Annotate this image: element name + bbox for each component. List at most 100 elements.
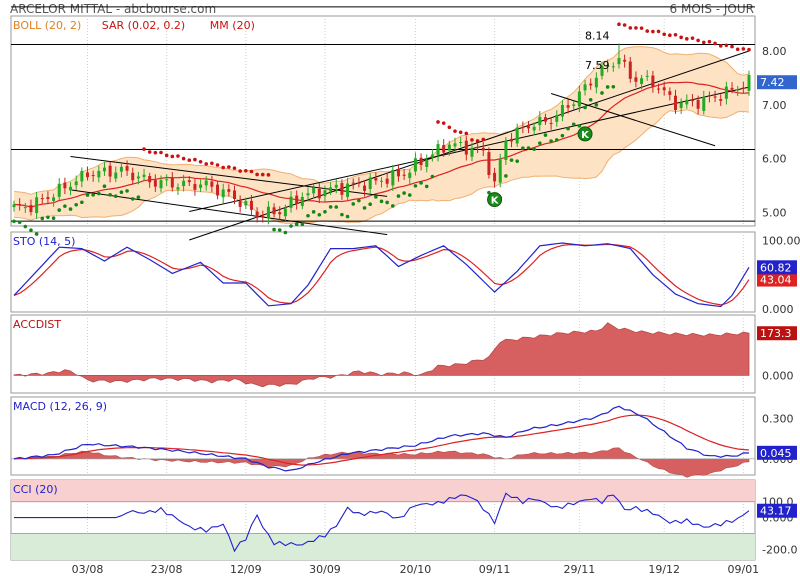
sar-dot <box>227 165 231 169</box>
sar-dot <box>458 130 463 135</box>
candle-body <box>216 184 220 196</box>
candle-body <box>238 201 242 207</box>
sar-dot <box>424 184 429 189</box>
sto-last-d: 43.04 <box>760 274 792 287</box>
candle-body <box>527 126 530 129</box>
sar-dot <box>368 202 372 206</box>
candle-body <box>555 115 559 122</box>
candles <box>12 43 751 225</box>
sto-k-line <box>13 242 750 308</box>
x-tick-label: 09/11 <box>479 563 511 576</box>
sar-dot <box>628 26 633 30</box>
sar-dot <box>12 219 16 224</box>
sar-dot <box>193 157 197 162</box>
chart-title: ARCELOR MITTAL - abcbourse.com <box>10 2 217 16</box>
accdist-area <box>13 322 750 388</box>
bollinger-lower <box>13 109 750 224</box>
candle-body <box>436 144 440 156</box>
candle-body <box>730 87 734 90</box>
candle-body <box>182 180 186 187</box>
sar-dot <box>481 137 486 142</box>
sar-dot <box>221 165 225 170</box>
y-tick-label: 100.00 <box>762 234 800 247</box>
legend-item: BOLL (20, 2) <box>13 19 81 32</box>
candle-body <box>125 165 129 171</box>
sar-dot <box>735 47 740 52</box>
sar-dot <box>656 29 661 34</box>
candle-body <box>464 140 468 155</box>
sar-dot <box>673 32 678 37</box>
candle-body <box>402 174 406 176</box>
sar-dot <box>385 200 389 205</box>
sar-dot <box>617 22 621 27</box>
candle-body <box>57 183 61 197</box>
candle-body <box>80 170 84 182</box>
sar-dot <box>713 41 717 46</box>
sar-dot <box>113 194 118 198</box>
sar-dot <box>46 215 50 220</box>
macd-last-value: 0.045 <box>760 447 792 460</box>
candle-body <box>628 61 632 79</box>
sar-dot <box>583 105 587 110</box>
candle-body <box>244 201 248 206</box>
sar-dot <box>142 147 146 151</box>
sto-last-d-bg <box>757 272 797 287</box>
candle-body <box>600 66 604 76</box>
sar-dot <box>97 191 101 196</box>
sar-dot <box>566 126 570 131</box>
candle-body <box>261 215 265 218</box>
sar-dot <box>215 163 220 167</box>
sar-dot <box>29 228 33 233</box>
candle-body <box>148 176 152 183</box>
candle-body <box>108 165 112 177</box>
macd-line <box>13 405 750 472</box>
candle-body <box>329 187 333 192</box>
candle-body <box>363 185 367 191</box>
sar-dot <box>543 133 548 137</box>
candle-body <box>577 91 581 107</box>
sar-dot <box>718 44 723 48</box>
candle-body <box>589 83 593 86</box>
signal-marker-circle <box>487 192 503 208</box>
candle-body <box>459 142 463 144</box>
x-tick-label: 30/09 <box>309 563 341 576</box>
candle-body <box>419 157 423 166</box>
sar-dot <box>317 212 322 217</box>
signal-marker-circle <box>577 126 593 142</box>
candle-body <box>470 148 474 157</box>
cci-last-value: 43.17 <box>760 505 792 518</box>
candle-body <box>295 195 299 204</box>
sar-dot <box>244 168 248 173</box>
sar-dot <box>255 172 259 177</box>
cci-line <box>14 492 750 553</box>
sar-dot <box>696 38 700 43</box>
sar-dot <box>379 199 384 204</box>
candle-body <box>707 95 711 97</box>
candle-body <box>283 208 287 217</box>
x-tick-label: 29/11 <box>564 563 596 576</box>
sar-dot <box>164 153 169 158</box>
sar-dot <box>515 159 519 163</box>
sar-dot <box>622 23 627 27</box>
moving-average-line <box>13 81 750 208</box>
sar-dot <box>283 230 288 235</box>
sar-dot <box>345 214 350 219</box>
panel-frame <box>10 396 756 476</box>
candle-body <box>690 99 694 102</box>
trend-line <box>189 86 750 212</box>
sar-dot <box>685 37 689 41</box>
cci-panel: CCI (20)100.00.000-200.0 <box>11 480 797 560</box>
signal-marker: K <box>577 126 593 142</box>
sar-dot <box>447 125 452 130</box>
candle-body <box>702 96 706 111</box>
sar-dot <box>306 213 310 218</box>
sar-dot <box>260 172 265 177</box>
sar-dot <box>85 193 90 197</box>
candle-body <box>447 144 451 151</box>
candle-body <box>498 159 502 183</box>
candle-body <box>623 59 627 62</box>
y-tick-label: 5.00 <box>762 207 787 220</box>
candle-body <box>493 172 497 182</box>
trend-line <box>70 156 388 197</box>
candle-body <box>606 65 610 67</box>
